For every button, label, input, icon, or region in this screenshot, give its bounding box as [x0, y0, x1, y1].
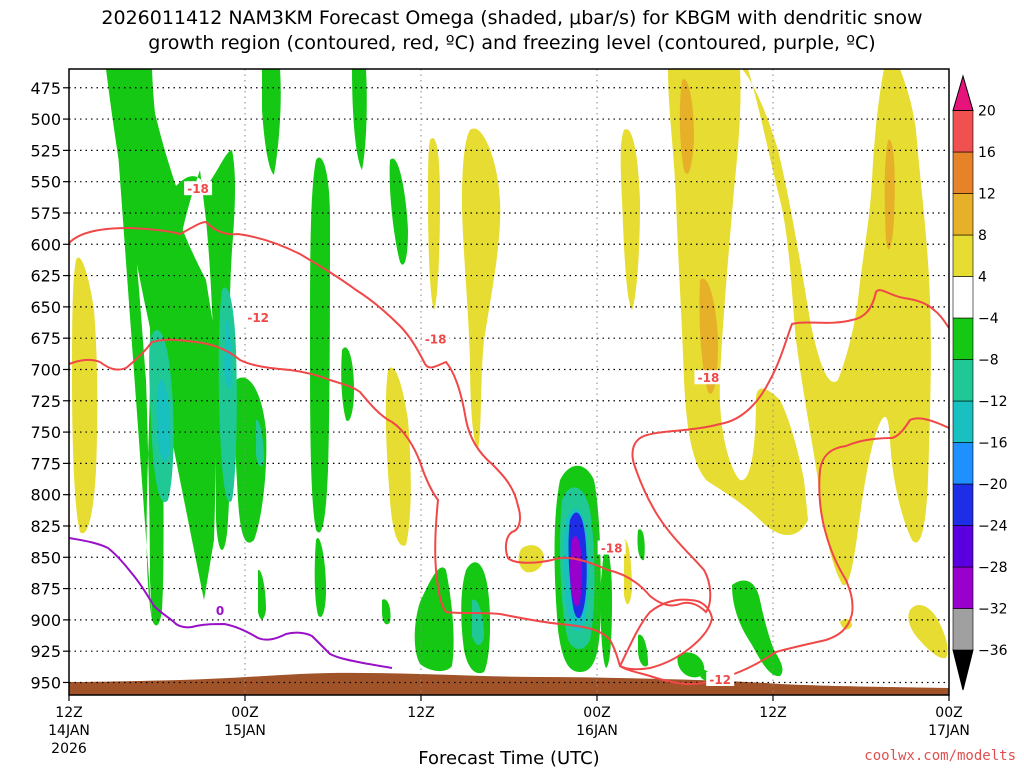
- colorbar-label: −28: [978, 560, 1008, 576]
- contour-label-bg: [214, 603, 227, 618]
- y-tick-label: 725: [30, 392, 61, 411]
- y-tick-label: 700: [30, 360, 61, 379]
- y-tick-label: 600: [30, 235, 61, 254]
- y-tick-label: 825: [30, 517, 61, 536]
- colorbar-swatch: [952, 234, 974, 277]
- x-axis-label: Forecast Time (UTC): [418, 748, 599, 768]
- dgz-contour-minus18-upper: [69, 220, 949, 614]
- x-tick-date: 14JAN: [48, 723, 90, 739]
- contour-label: -18: [601, 542, 623, 556]
- y-tick-label: 525: [30, 141, 61, 160]
- colorbar-label: −4: [978, 311, 999, 327]
- contour-label-bg: [184, 181, 213, 196]
- colorbar-label: 4: [978, 270, 987, 286]
- credit-text: coolwx.com/modelts: [864, 748, 1016, 764]
- colorbar-swatch: [952, 110, 974, 153]
- chart-title-line-1: 2026011412 NAM3KM Forecast Omega (shaded…: [101, 7, 922, 29]
- chart-title-line-2: growth region (contoured, red, ºC) and f…: [148, 32, 875, 54]
- colorbar-label: −12: [978, 394, 1008, 410]
- gridlines: [69, 69, 949, 695]
- omega-shading-orange: [679, 79, 895, 394]
- x-tick-time: 12Z: [55, 705, 82, 721]
- colorbar-swatch: [952, 483, 974, 526]
- y-tick-label: 500: [30, 110, 61, 129]
- colorbar-label: 8: [978, 228, 987, 244]
- x-tick-year: 2026: [51, 741, 87, 757]
- contour-label: -12: [247, 311, 269, 325]
- dgz-contour-lower-closure: [619, 598, 714, 671]
- colorbar-swatch: [952, 276, 974, 319]
- plot-area: -18 -12 -18 -18 -18 -12 0: [69, 69, 949, 695]
- y-tick-label: 625: [30, 267, 61, 286]
- terrain-surface: [69, 672, 949, 695]
- contour-label-bg: [421, 331, 450, 346]
- colorbar-min-triangle: [952, 649, 974, 691]
- colorbar: 20 16 12 8 4 −4 −8 −12 −16 −20 −24 −28 −32 −36: [952, 74, 1008, 691]
- colorbar-swatch: [952, 400, 974, 443]
- colorbar-label: −8: [978, 353, 999, 369]
- contour-label: -18: [187, 182, 209, 196]
- contour-label: -18: [425, 332, 447, 346]
- contour-label: 0: [216, 604, 224, 618]
- colorbar-label: −20: [978, 477, 1008, 493]
- x-tick-date: 16JAN: [576, 723, 618, 739]
- y-tick-label: 850: [30, 548, 61, 567]
- y-tick-label: 650: [30, 298, 61, 317]
- colorbar-label: 16: [978, 145, 996, 161]
- y-tick-label: 900: [30, 611, 61, 630]
- colorbar-swatch: [952, 193, 974, 236]
- x-tick-time: 00Z: [583, 705, 610, 721]
- contour-labels: -18 -12 -18 -18 -18 -12 0: [184, 181, 735, 687]
- colorbar-label: 20: [978, 104, 996, 120]
- colorbar-label: −16: [978, 436, 1008, 452]
- colorbar-label: −32: [978, 602, 1008, 618]
- contour-label: -12: [709, 673, 731, 687]
- contour-label-bg: [244, 310, 273, 325]
- contour-label-bg: [694, 370, 723, 385]
- y-tick-label: 875: [30, 580, 61, 599]
- omega-shading-purple: [570, 536, 582, 607]
- colorbar-max-triangle: [952, 74, 974, 111]
- x-axis: 12Z 14JAN 2026 00Z 15JAN 12Z 00Z 16JAN 12Z 00Z 17J…: [48, 695, 970, 757]
- contour-label-bg: [597, 540, 626, 555]
- colorbar-swatch: [952, 525, 974, 568]
- colorbar-swatch: [952, 317, 974, 360]
- x-tick-time: 12Z: [407, 705, 434, 721]
- plot-frame: [68, 68, 950, 696]
- omega-shading-yellow: [72, 69, 948, 659]
- freezing-level-contour: [69, 537, 393, 669]
- colorbar-swatch: [952, 151, 974, 194]
- y-tick-label: 550: [30, 173, 61, 192]
- y-tick-label: 575: [30, 204, 61, 223]
- x-tick-date: 15JAN: [224, 723, 266, 739]
- colorbar-label: −24: [978, 519, 1008, 535]
- dgz-contours: [69, 220, 949, 686]
- x-tick-time: 00Z: [935, 705, 962, 721]
- colorbar-swatch: [952, 608, 974, 651]
- dgz-contour-minus12-middle: [69, 338, 949, 686]
- colorbar-label: 12: [978, 187, 996, 203]
- colorbar-swatch: [952, 442, 974, 485]
- x-tick-date: 17JAN: [928, 723, 970, 739]
- y-tick-label: 475: [30, 79, 61, 98]
- x-tick-time: 12Z: [759, 705, 786, 721]
- y-tick-label: 800: [30, 486, 61, 505]
- x-tick-time: 00Z: [231, 705, 258, 721]
- y-tick-label: 675: [30, 329, 61, 348]
- colorbar-label: −36: [978, 643, 1008, 659]
- contour-label-bg: [706, 671, 735, 686]
- colorbar-swatch: [952, 566, 974, 609]
- contour-label: -18: [698, 371, 720, 385]
- y-tick-label: 750: [30, 423, 61, 442]
- y-tick-label: 775: [30, 454, 61, 473]
- y-tick-label: 950: [30, 673, 61, 692]
- y-axis: 475 500 525 550 575 600 625 650 675 700 725 750 775 8…: [30, 79, 69, 692]
- y-tick-label: 925: [30, 642, 61, 661]
- colorbar-swatch: [952, 359, 974, 402]
